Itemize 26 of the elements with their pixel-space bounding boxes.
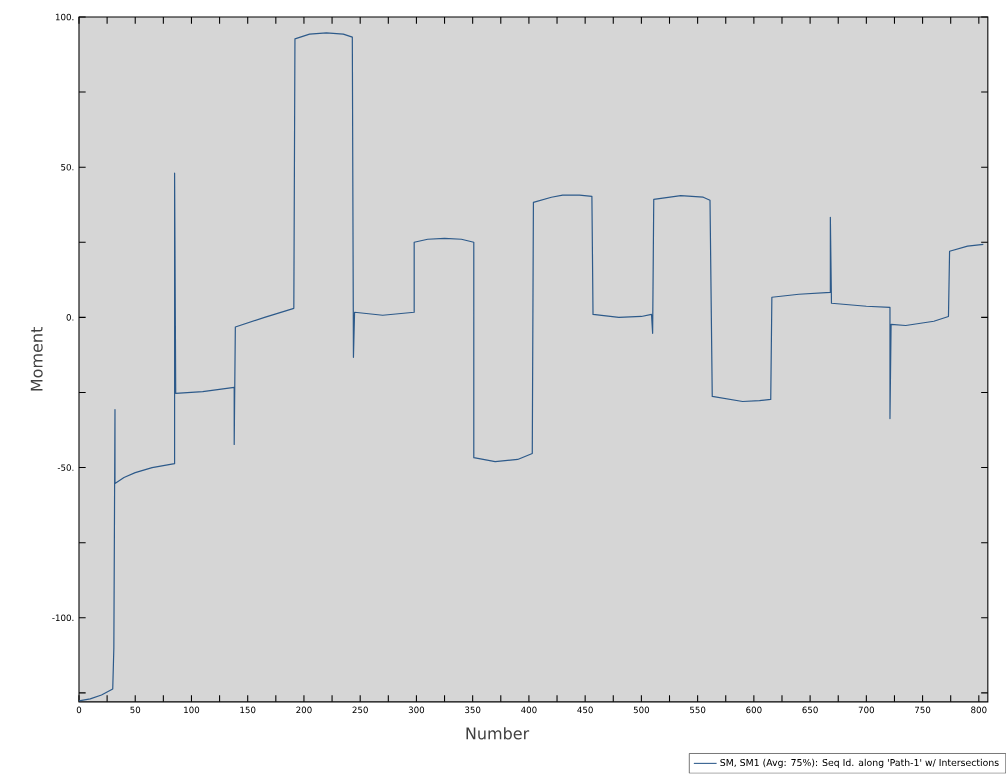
y-tick-label: -100. (52, 614, 74, 622)
x-tick-label: 600 (746, 706, 762, 714)
y-tick-label: 50. (61, 164, 74, 171)
x-tick-label: 550 (690, 706, 706, 714)
line-series (78, 32, 984, 702)
x-tick-label: 50 (130, 706, 141, 714)
y-tick-label: 0. (66, 314, 74, 321)
x-tick-label: 400 (521, 706, 537, 714)
x-tick-label: 650 (802, 706, 818, 714)
x-tick-label: 750 (915, 706, 931, 714)
x-tick-label: 0 (76, 706, 82, 714)
x-tick-label: 450 (577, 706, 593, 714)
y-tick-label: 100. (55, 13, 74, 21)
x-tick-label: 500 (633, 706, 650, 714)
x-tick-label: 350 (465, 706, 481, 714)
x-tick-label: 100 (184, 706, 200, 714)
x-tick-label: 700 (858, 706, 875, 714)
y-axis-title: Moment (30, 327, 43, 391)
legend-label: SM, SM1 (Avg: 75%): Seq Id. along 'Path-1' w/ Intersections (720, 759, 999, 769)
x-tick-label: 150 (240, 706, 256, 714)
x-tick-label: 200 (296, 706, 312, 714)
x-tick-label: 800 (971, 706, 987, 714)
x-axis-title: Number (466, 727, 530, 740)
y-tick-label: -50. (57, 464, 74, 472)
x-tick-label: 300 (408, 706, 425, 714)
x-tick-label: 250 (352, 706, 368, 714)
